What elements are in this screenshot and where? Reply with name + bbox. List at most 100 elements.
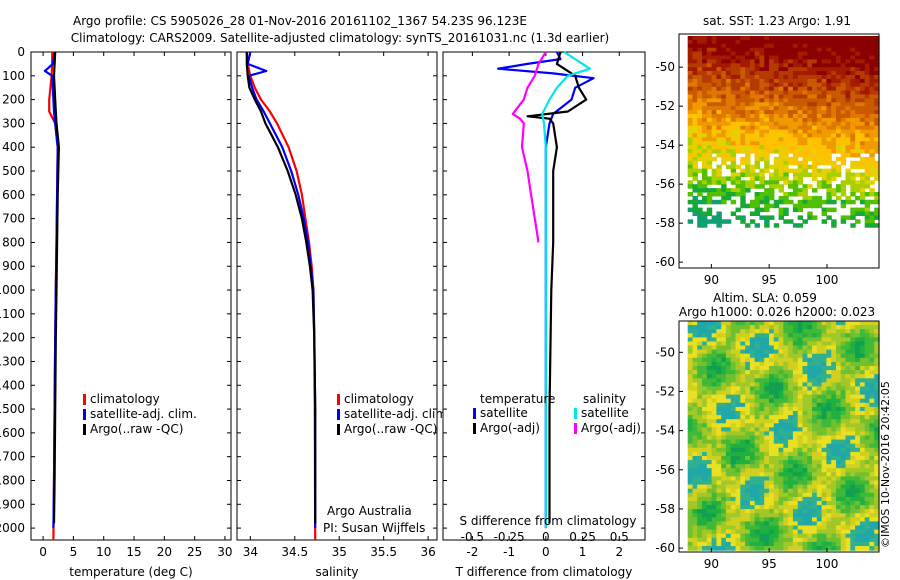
sst-map-cell <box>769 121 775 127</box>
sla-map-cell <box>740 370 746 375</box>
sst-map-cell <box>692 78 698 84</box>
sla-map-cell <box>874 394 880 400</box>
sla-map-cell <box>850 427 856 432</box>
sla-map-cell <box>735 447 741 453</box>
sst-map-cell <box>702 188 708 193</box>
sst-map-cell <box>754 149 760 154</box>
sla-map-cell <box>792 546 799 551</box>
sla-map-cell <box>716 451 722 457</box>
sst-map-cell <box>874 63 880 68</box>
sst-map-cell <box>812 43 818 49</box>
sst-map-cell <box>778 137 784 142</box>
sla-map-cell <box>821 537 827 543</box>
sla-map-cell <box>764 402 770 408</box>
sst-map-cell <box>802 156 808 162</box>
sla-map-cell <box>840 431 847 437</box>
sla-map-cell <box>764 513 770 518</box>
sla-map-cell <box>874 476 880 482</box>
sst-map-cell <box>788 184 794 189</box>
sst-map-cell <box>845 63 851 68</box>
sst-map-cell <box>740 172 746 177</box>
sst-map-cell <box>697 86 703 92</box>
sla-map-cell <box>869 443 875 449</box>
sst-map-cell <box>807 47 813 53</box>
sst-map-cell <box>788 133 794 138</box>
sla-map-cell <box>769 492 775 498</box>
sla-map-cell <box>802 394 808 400</box>
sla-map-cell <box>831 382 837 388</box>
sst-map-cell <box>850 98 856 103</box>
sst-map-cell <box>783 117 789 123</box>
sla-map-cell <box>740 415 746 420</box>
sla-map-cell <box>730 513 737 518</box>
sst-map-cell <box>807 195 813 201</box>
sst-map-cell <box>831 78 837 84</box>
sla-map-cell <box>702 423 708 428</box>
sst-map-cell <box>821 180 827 185</box>
depth-tick-label: 1200 <box>0 331 25 345</box>
sst-map-cell <box>831 67 837 72</box>
sst-map-cell <box>802 121 808 127</box>
sla-map-cell <box>807 546 813 551</box>
sla-map-cell <box>869 357 875 363</box>
sla-map-cell <box>716 325 722 330</box>
sla-map-cell <box>773 427 780 432</box>
sla-map-cell <box>702 349 708 355</box>
sla-map-cell <box>697 492 703 498</box>
sla-map-cell <box>850 394 856 400</box>
sla-map-cell <box>845 366 851 371</box>
sla-map-cell <box>788 423 794 428</box>
sla-map-cell <box>778 464 784 469</box>
sla-map-cell <box>721 353 727 359</box>
sla-map-cell <box>725 472 732 477</box>
sla-map-cell <box>859 533 866 539</box>
sst-map-cell <box>783 195 789 201</box>
sla-map-cell <box>745 337 751 343</box>
sst-map-cell <box>706 67 713 72</box>
sla-map-cell <box>812 423 818 428</box>
sla-map-cell <box>792 333 799 338</box>
sst-map-cell <box>783 168 789 174</box>
sla-map-cell <box>725 456 732 461</box>
sla-map-cell <box>807 464 813 469</box>
sla-map-cell <box>702 460 708 465</box>
sla-map-cell <box>721 480 727 486</box>
sst-map-cell <box>840 36 847 41</box>
sst-map-cell <box>754 63 760 68</box>
sst-map-cell <box>692 59 698 64</box>
sla-map-cell <box>702 451 708 457</box>
sst-map-cell <box>864 114 871 119</box>
sla-map-cell <box>797 537 804 543</box>
sst-map-cell <box>687 199 694 205</box>
sst-map-cell <box>845 129 851 135</box>
sla-map-cell <box>716 509 722 514</box>
sst-map-cell <box>821 133 827 138</box>
sst-map-cell <box>730 94 737 99</box>
sst-map-cell <box>730 117 737 123</box>
sla-map-cell <box>821 419 827 424</box>
sla-map-cell <box>725 333 732 338</box>
sst-map-cell <box>836 47 842 53</box>
sla-map-cell <box>749 533 756 539</box>
depth-tick-label: 0 <box>17 45 25 59</box>
sst-map-cell <box>855 117 861 123</box>
sst-map-cell <box>716 86 722 92</box>
sst-map-cell <box>702 156 708 162</box>
sla-map-cell <box>812 370 818 375</box>
sla-map-cell <box>735 419 741 424</box>
sst-map-cell <box>845 106 851 111</box>
sla-map-cell <box>874 370 880 375</box>
sst-map-cell <box>745 71 751 76</box>
sst-map-cell <box>702 43 708 49</box>
sla-map-cell <box>836 480 842 486</box>
sla-map-cell <box>855 484 861 490</box>
sst-map-cell <box>745 172 751 177</box>
sla-map-cell <box>864 439 871 445</box>
sst-map-cell <box>807 137 813 142</box>
sla-map-cell <box>764 525 770 531</box>
sst-map-cell <box>812 149 818 154</box>
sla-map-cell <box>692 435 698 441</box>
sst-map-cell <box>792 67 799 72</box>
sst-map-cell <box>802 86 808 92</box>
sla-map-cell <box>864 366 871 371</box>
